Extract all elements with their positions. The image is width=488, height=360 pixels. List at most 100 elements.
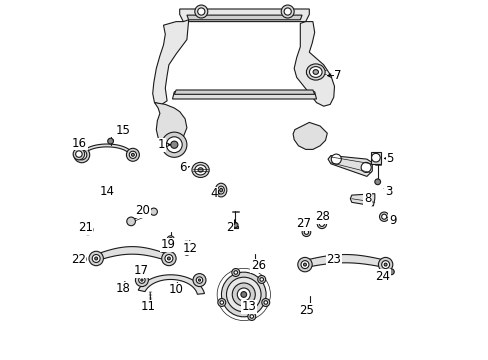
Circle shape — [129, 151, 136, 158]
Circle shape — [183, 249, 190, 255]
Ellipse shape — [306, 64, 325, 80]
Circle shape — [233, 271, 237, 274]
Circle shape — [306, 303, 313, 310]
Text: 4: 4 — [210, 187, 217, 200]
Circle shape — [237, 288, 250, 301]
Polygon shape — [370, 152, 380, 164]
Text: 22: 22 — [71, 253, 85, 266]
Circle shape — [73, 148, 84, 160]
Circle shape — [250, 262, 258, 269]
Text: 27: 27 — [296, 217, 311, 230]
Ellipse shape — [192, 162, 209, 177]
Polygon shape — [92, 247, 171, 262]
Circle shape — [374, 179, 380, 185]
Circle shape — [252, 264, 256, 267]
Circle shape — [281, 5, 294, 18]
Ellipse shape — [194, 165, 206, 175]
Circle shape — [147, 303, 154, 310]
Circle shape — [301, 261, 308, 269]
Circle shape — [260, 278, 263, 281]
Text: 24: 24 — [375, 270, 390, 283]
Circle shape — [196, 277, 203, 283]
Text: 23: 23 — [325, 253, 341, 266]
Circle shape — [284, 8, 291, 15]
Polygon shape — [179, 9, 309, 22]
Ellipse shape — [309, 67, 322, 77]
Text: 18: 18 — [115, 282, 130, 295]
Text: 3: 3 — [384, 185, 391, 198]
Circle shape — [164, 255, 172, 262]
Polygon shape — [327, 156, 371, 176]
Text: 5: 5 — [386, 152, 393, 165]
Circle shape — [162, 251, 176, 266]
Polygon shape — [294, 22, 334, 106]
Circle shape — [117, 283, 123, 289]
Circle shape — [303, 263, 306, 266]
Circle shape — [194, 5, 207, 18]
Circle shape — [126, 217, 135, 226]
Circle shape — [304, 230, 308, 234]
Circle shape — [82, 225, 93, 235]
Circle shape — [107, 138, 113, 144]
Circle shape — [89, 251, 103, 266]
Circle shape — [232, 222, 238, 228]
Polygon shape — [186, 15, 302, 20]
Circle shape — [249, 315, 253, 318]
Text: 2: 2 — [226, 221, 233, 234]
Circle shape — [166, 137, 182, 153]
Text: 7: 7 — [334, 69, 341, 82]
Circle shape — [141, 279, 142, 281]
Circle shape — [80, 153, 84, 157]
Text: 25: 25 — [298, 304, 313, 317]
Circle shape — [379, 212, 388, 221]
Circle shape — [231, 269, 239, 276]
Circle shape — [80, 257, 83, 261]
Text: 1: 1 — [158, 138, 165, 151]
Polygon shape — [174, 90, 314, 94]
Ellipse shape — [218, 186, 224, 194]
Circle shape — [297, 257, 311, 272]
Circle shape — [381, 261, 389, 269]
Circle shape — [168, 238, 172, 241]
Circle shape — [241, 292, 246, 297]
Polygon shape — [138, 275, 204, 294]
Circle shape — [226, 277, 261, 312]
Circle shape — [378, 257, 392, 272]
Circle shape — [167, 257, 170, 260]
Circle shape — [150, 208, 157, 215]
Circle shape — [387, 269, 393, 275]
Circle shape — [193, 274, 205, 287]
Circle shape — [264, 301, 267, 304]
Circle shape — [302, 228, 310, 237]
Text: 12: 12 — [182, 242, 197, 255]
Text: 10: 10 — [168, 283, 183, 296]
Circle shape — [361, 162, 370, 172]
Text: 21: 21 — [78, 221, 93, 234]
Circle shape — [131, 153, 134, 156]
Circle shape — [232, 283, 255, 306]
Circle shape — [170, 141, 178, 148]
Circle shape — [217, 298, 225, 306]
Polygon shape — [81, 144, 133, 156]
Polygon shape — [349, 194, 374, 206]
Text: 20: 20 — [135, 204, 150, 217]
Ellipse shape — [219, 188, 222, 192]
Polygon shape — [172, 92, 316, 99]
Circle shape — [198, 279, 200, 281]
Text: 16: 16 — [72, 137, 87, 150]
Circle shape — [162, 132, 186, 157]
Text: 6: 6 — [179, 161, 187, 174]
Polygon shape — [302, 255, 387, 268]
Circle shape — [139, 277, 145, 283]
Polygon shape — [233, 226, 237, 228]
Circle shape — [76, 151, 82, 157]
Circle shape — [381, 214, 386, 219]
Text: 14: 14 — [99, 185, 114, 198]
Circle shape — [221, 272, 265, 317]
Polygon shape — [292, 122, 326, 149]
Circle shape — [77, 150, 87, 160]
Text: 26: 26 — [250, 259, 265, 272]
Circle shape — [384, 263, 386, 266]
Circle shape — [95, 257, 98, 260]
Text: 17: 17 — [133, 264, 148, 277]
